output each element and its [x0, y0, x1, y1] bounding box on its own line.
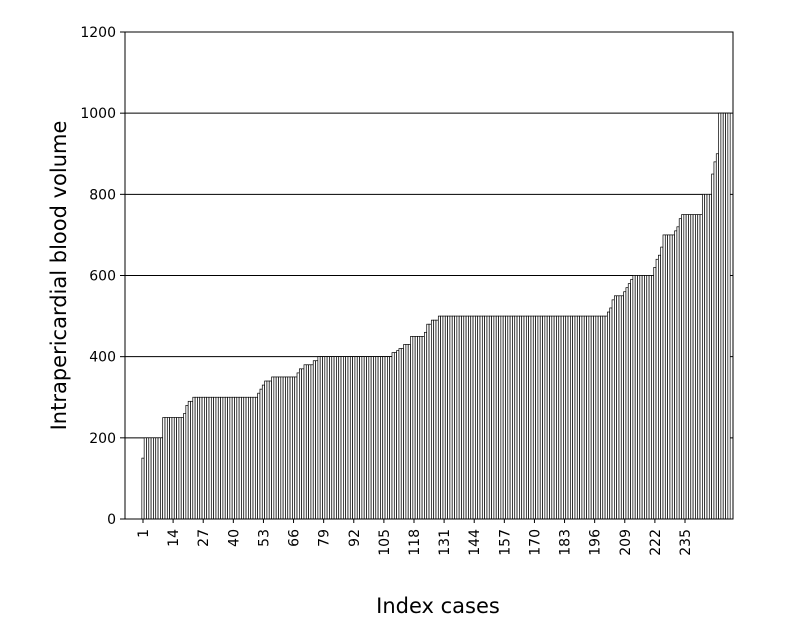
x-tick-label: 144	[467, 529, 483, 556]
y-tick-label: 0	[107, 512, 116, 528]
x-tick-label: 235	[678, 529, 694, 556]
bars	[141, 112, 731, 520]
x-tick-label: 1	[136, 529, 152, 538]
x-tick-label: 170	[527, 529, 543, 556]
x-tick-label: 157	[497, 529, 513, 556]
y-tick-label: 200	[89, 431, 116, 447]
x-tick-label: 92	[347, 529, 363, 547]
x-tick-label: 183	[558, 529, 574, 556]
x-tick-label: 105	[377, 529, 393, 556]
x-tick-label: 53	[256, 529, 272, 547]
y-tick-label: 400	[89, 350, 116, 366]
x-tick-label: 40	[226, 529, 242, 547]
y-axis-title: Intrapericardial blood volume	[47, 121, 71, 431]
x-tick-label: 209	[618, 529, 634, 556]
y-tick-label: 1200	[80, 25, 116, 41]
x-tick-label: 196	[588, 529, 604, 556]
x-tick-label: 14	[166, 529, 182, 547]
y-tick-label: 600	[89, 269, 116, 285]
bar	[727, 112, 731, 520]
y-tick-label: 1000	[80, 106, 116, 122]
x-tick-label: 79	[317, 529, 333, 547]
x-tick-label: 66	[287, 529, 303, 547]
x-tick-label: 222	[648, 529, 664, 556]
x-axis-title: Index cases	[376, 594, 500, 618]
y-axis: 0 200 400 600 800 1000 1200	[80, 25, 125, 528]
x-axis: 1 14 27 40 53 66 79 92 105 118 131 144 157 170 183 196 2…	[136, 519, 694, 556]
x-tick-label: 27	[196, 529, 212, 547]
x-tick-label: 131	[437, 529, 453, 556]
y-tick-label: 800	[89, 187, 116, 203]
x-tick-label: 118	[407, 529, 423, 556]
